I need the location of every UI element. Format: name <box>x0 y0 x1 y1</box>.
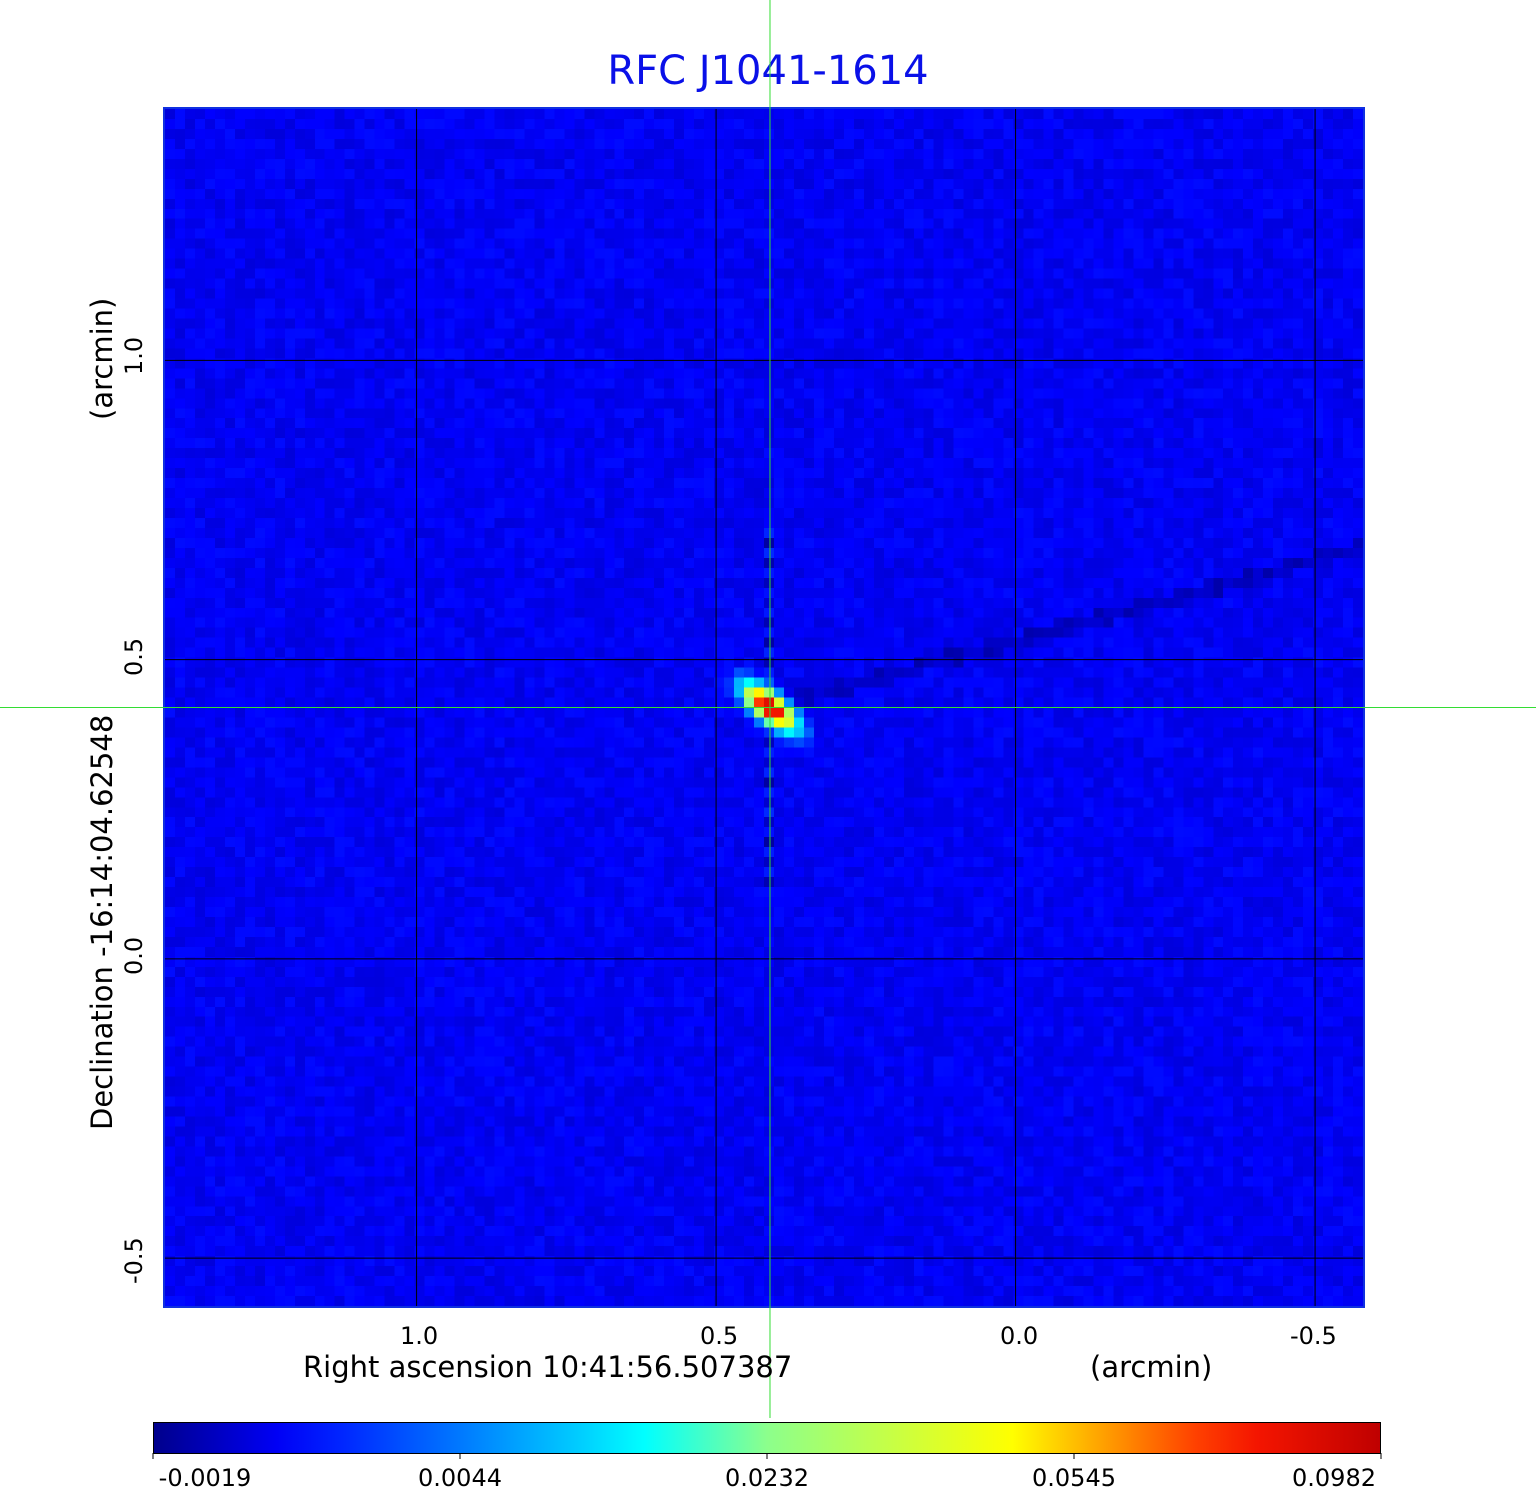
y-axis-unit: (arcmin) <box>85 297 119 420</box>
y-axis-label: Declination -16:14:04.62548 <box>85 714 119 1130</box>
grid-layer <box>165 109 1363 1306</box>
colorbar-tick-label: -0.0019 <box>158 1464 252 1492</box>
colorbar-tick-label: 0.0044 <box>418 1464 502 1492</box>
y-tick-label: -0.5 <box>120 1237 148 1284</box>
colorbar-tick-label: 0.0982 <box>1292 1464 1376 1492</box>
x-axis-unit: (arcmin) <box>1090 1350 1213 1384</box>
x-axis-label: Right ascension 10:41:56.507387 <box>303 1350 793 1384</box>
colorbar <box>153 1422 1381 1454</box>
colorbar-tick-label: 0.0232 <box>725 1464 809 1492</box>
y-tick-label: 1.0 <box>120 336 148 375</box>
chart-title: RFC J1041-1614 <box>607 48 929 94</box>
colorbar-tick-label: 0.0545 <box>1032 1464 1116 1492</box>
x-tick-label: 0.5 <box>700 1322 739 1350</box>
x-tick-label: 0.0 <box>1000 1322 1039 1350</box>
y-tick-label: 0.0 <box>120 936 148 975</box>
y-tick-label: 0.5 <box>120 637 148 676</box>
image-plot-area[interactable] <box>163 107 1365 1308</box>
x-tick-label: -0.5 <box>1290 1322 1337 1350</box>
x-tick-label: 1.0 <box>400 1322 439 1350</box>
